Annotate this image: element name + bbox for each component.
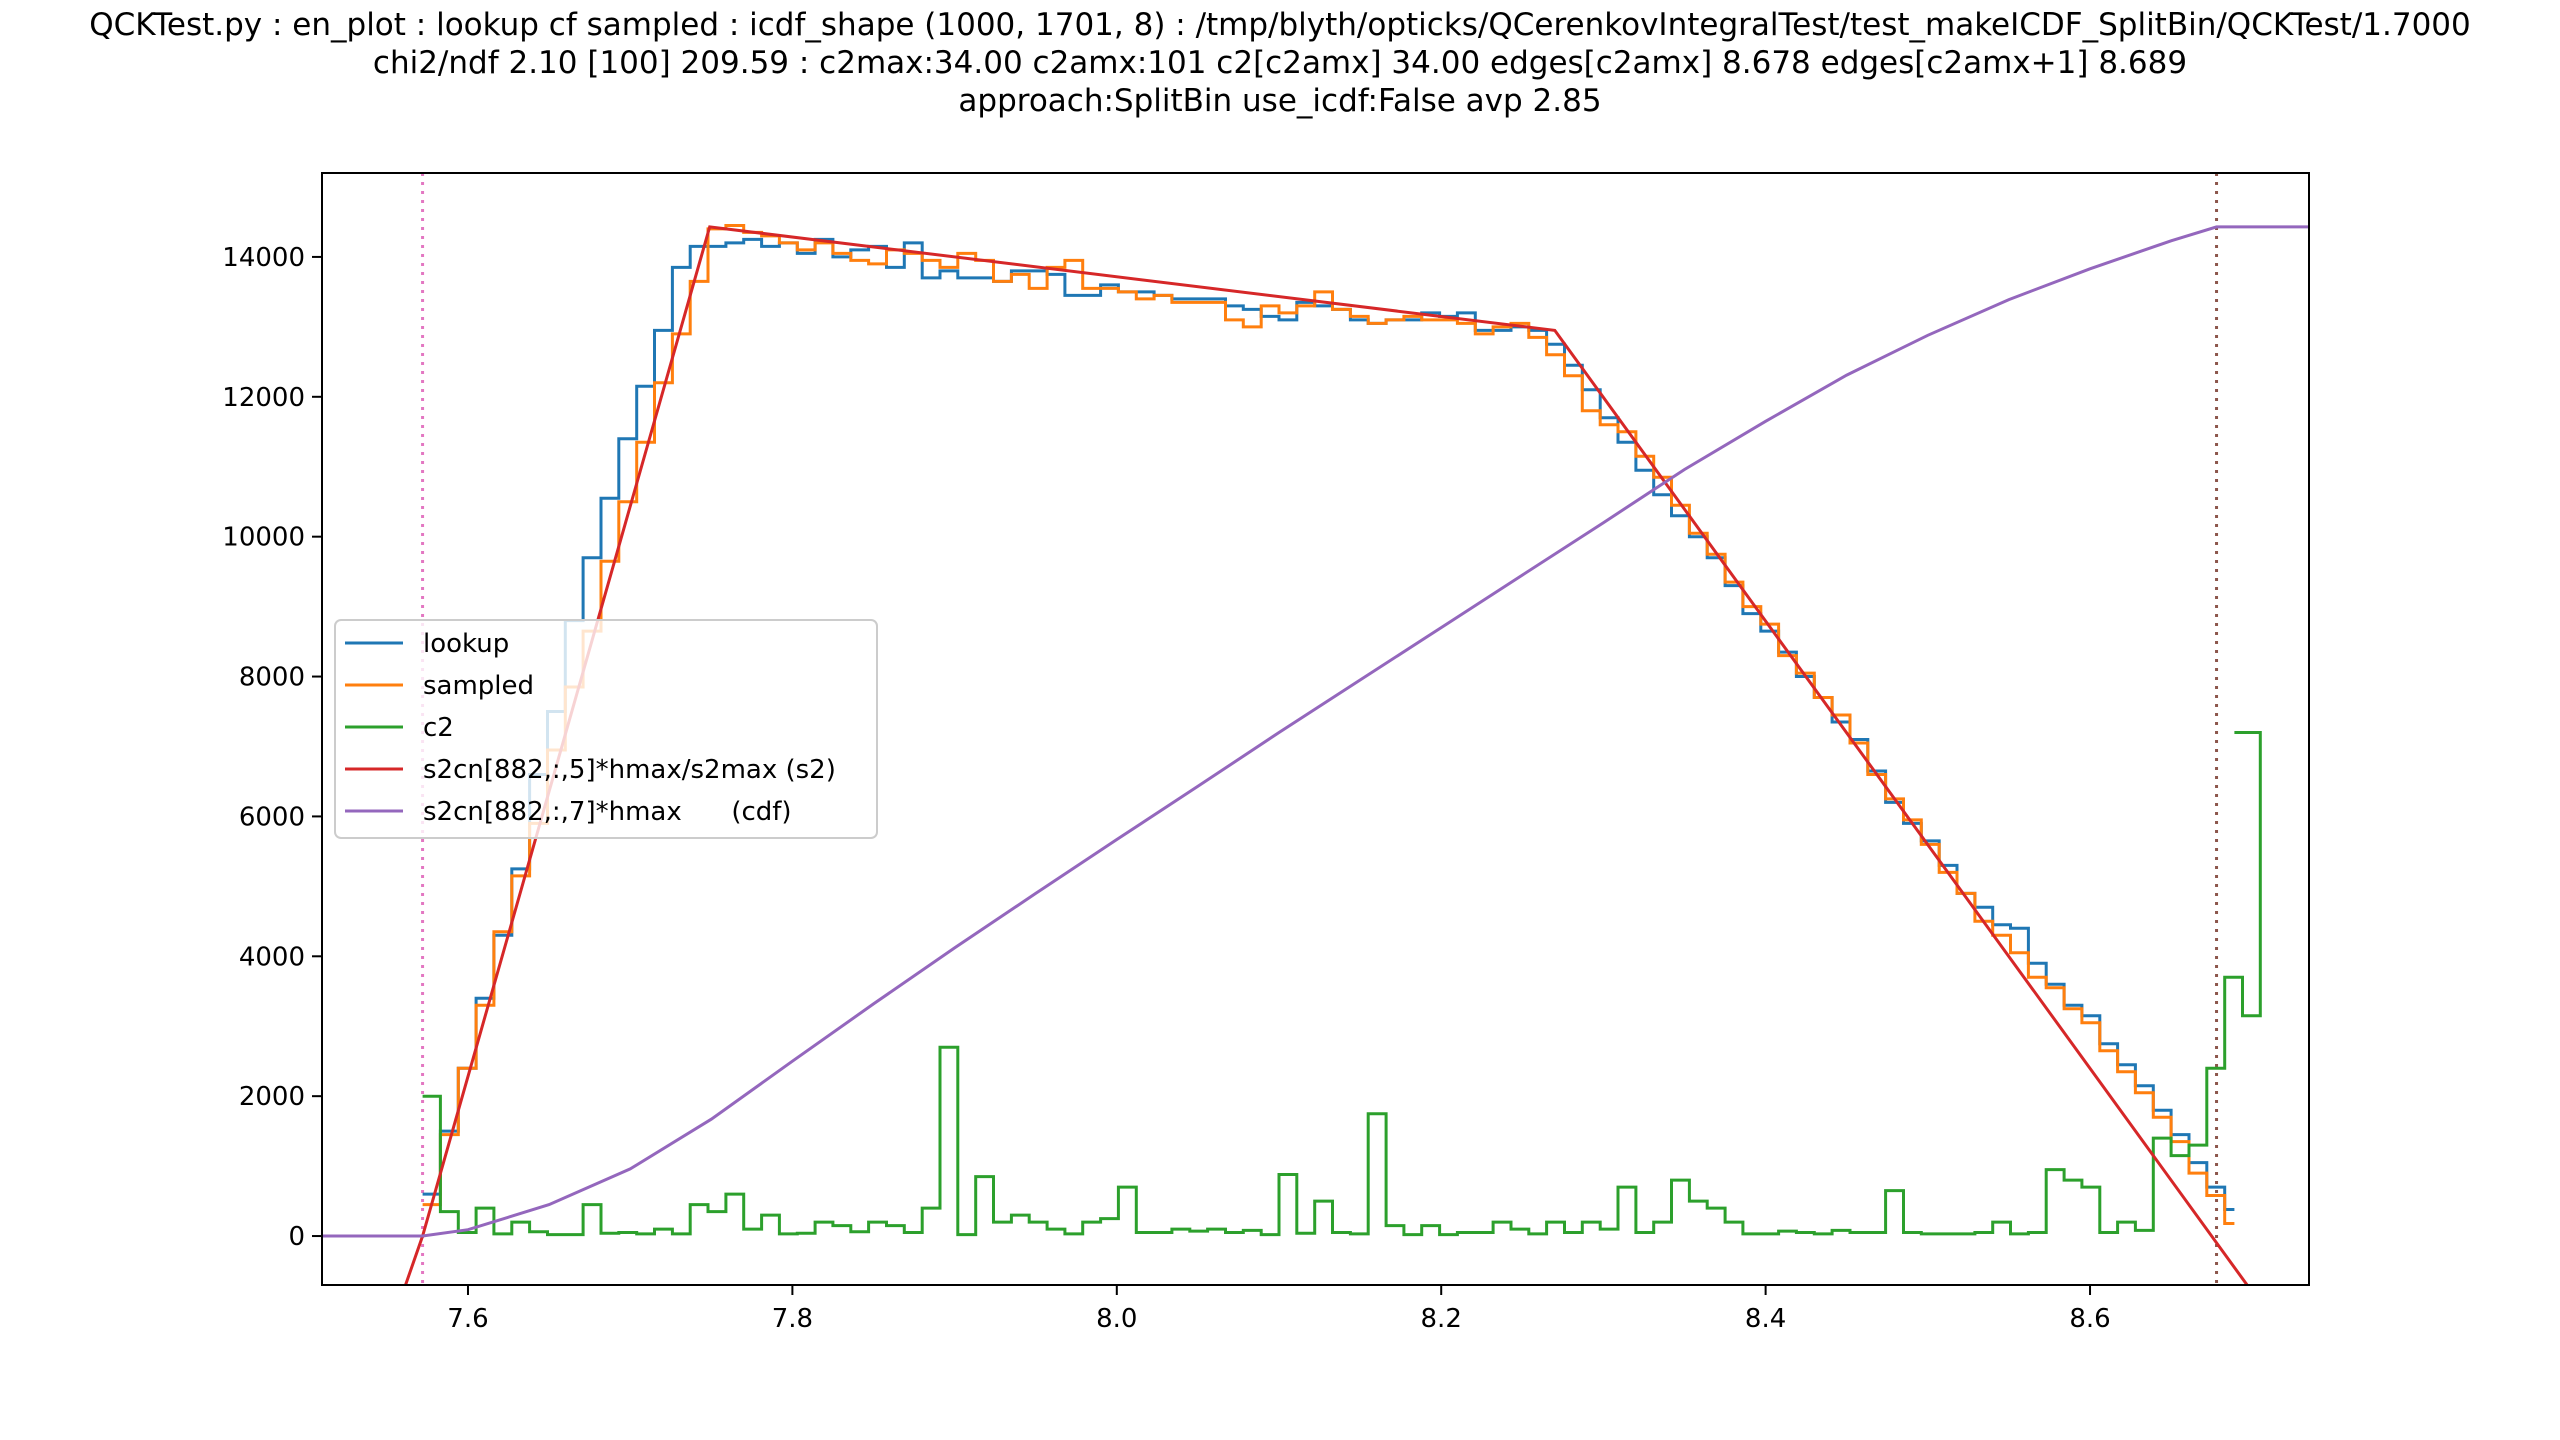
series-lookup <box>422 237 2235 1211</box>
y-tick-label: 4000 <box>239 942 305 972</box>
legend-label: c2 <box>423 713 454 743</box>
chart-title-line-1: QCKTest.py : en_plot : lookup cf sampled… <box>89 7 2471 43</box>
y-tick-label: 2000 <box>239 1082 305 1112</box>
x-tick-label: 8.6 <box>2069 1304 2110 1334</box>
y-tick-label: 10000 <box>222 523 305 553</box>
legend-label: lookup <box>423 629 509 659</box>
x-tick-label: 8.4 <box>1745 1304 1786 1334</box>
chart-title-line-2: chi2/ndf 2.10 [100] 209.59 : c2max:34.00… <box>372 45 2188 81</box>
x-tick-label: 7.8 <box>772 1304 813 1334</box>
legend-label: s2cn[882,:,5]*hmax/s2max (s2) <box>423 755 836 785</box>
y-tick-label: 14000 <box>222 243 305 273</box>
x-axis: 7.6 7.8 8.0 8.2 8.4 8.6 <box>447 1285 2111 1334</box>
chart-title-line-3: approach:SplitBin use_icdf:False avp 2.8… <box>958 83 1602 119</box>
chart-title: QCKTest.py : en_plot : lookup cf sampled… <box>0 6 2560 120</box>
x-tick-label: 7.6 <box>447 1304 488 1334</box>
y-axis: 0 2000 4000 6000 8000 10000 12000 14000 <box>222 243 322 1252</box>
series-s2cn-882-7-hmax-cdf <box>322 225 2309 1238</box>
series-c2 <box>422 731 2262 1237</box>
axes-frame <box>321 172 2310 1286</box>
y-tick-label: 6000 <box>239 802 305 832</box>
x-tick-label: 8.0 <box>1096 1304 1137 1334</box>
x-tick-label: 8.2 <box>1421 1304 1462 1334</box>
series-layer <box>322 224 2309 1285</box>
legend: lookup sampled c2 s2cn[882,:,5]*hmax/s2max … <box>334 619 878 839</box>
legend-label: sampled <box>423 671 534 701</box>
series-s2cn-882-5-hmax-s2max-s2 <box>403 225 2249 1285</box>
y-tick-label: 8000 <box>239 663 305 693</box>
legend-label: s2cn[882,:,7]*hmax (cdf) <box>423 797 792 827</box>
legend-box <box>334 619 878 839</box>
y-tick-label: 12000 <box>222 383 305 413</box>
y-tick-label: 0 <box>288 1222 305 1252</box>
